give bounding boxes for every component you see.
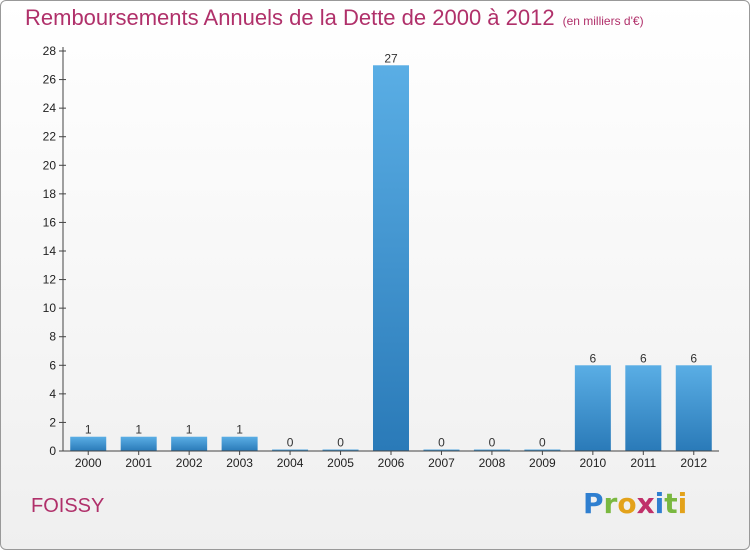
value-label-2009: 0 (539, 436, 546, 450)
value-label-2001: 1 (135, 423, 142, 437)
y-tick-label-2: 2 (49, 415, 56, 429)
x-tick-label-2008: 2008 (479, 456, 506, 470)
y-tick-label-28: 28 (43, 44, 57, 58)
title-unit: (en milliers d'€) (562, 14, 644, 28)
y-tick-label-22: 22 (43, 130, 57, 144)
x-tick-label-2001: 2001 (125, 456, 152, 470)
bar-2006 (373, 65, 409, 452)
value-label-2011: 6 (640, 351, 647, 365)
proxiti-logo: Proxiti (583, 487, 687, 520)
bar-2001 (120, 436, 157, 451)
bar-2000 (70, 436, 107, 451)
y-tick-label-26: 26 (43, 73, 57, 87)
x-tick-label-2005: 2005 (327, 456, 354, 470)
bar-2012 (675, 365, 712, 451)
logo-letter: o (617, 487, 637, 520)
x-tick-label-2002: 2002 (176, 456, 203, 470)
x-tick-label-2003: 2003 (226, 456, 253, 470)
y-tick-label-8: 8 (49, 330, 56, 344)
y-tick-label-24: 24 (43, 101, 57, 115)
y-tick-label-6: 6 (49, 358, 56, 372)
value-label-2002: 1 (186, 423, 193, 437)
x-tick-label-2012: 2012 (680, 456, 707, 470)
y-tick-label-10: 10 (43, 301, 57, 315)
value-label-2007: 0 (438, 436, 445, 450)
value-label-2010: 6 (590, 351, 597, 365)
y-tick-label-14: 14 (43, 244, 57, 258)
y-tick-label-0: 0 (49, 444, 56, 458)
y-tick-label-12: 12 (43, 273, 57, 287)
value-label-2008: 0 (489, 436, 496, 450)
y-tick-label-4: 4 (49, 387, 56, 401)
value-label-2000: 1 (85, 423, 92, 437)
value-label-2005: 0 (337, 436, 344, 450)
axes-group: 2000 2001 2002 2003 2004 2005 2006 2007 2008 2009… (43, 44, 719, 470)
y-tick-label-20: 20 (43, 158, 57, 172)
value-label-2004: 0 (287, 436, 294, 450)
chart-title: Remboursements Annuels de la Dette de 20… (25, 5, 644, 31)
bar-2003 (221, 436, 258, 451)
y-tick-label-18: 18 (43, 187, 57, 201)
bar-2010 (574, 365, 611, 451)
bars-group: 1 1 1 1 0 0 27 0 0 0 6 6 6 (70, 51, 712, 452)
logo-letter: r (603, 487, 618, 520)
bar-2011 (625, 365, 662, 451)
logo-letter: i (677, 487, 688, 520)
x-tick-label-2004: 2004 (277, 456, 304, 470)
bar-2002 (171, 436, 208, 451)
bar-2004 (272, 449, 309, 451)
value-label-2006: 27 (384, 51, 398, 65)
logo-letter: i (654, 487, 665, 520)
x-tick-label-2000: 2000 (75, 456, 102, 470)
title-text: Remboursements Annuels de la Dette de 20… (25, 5, 555, 30)
logo-letter: x (636, 487, 655, 520)
x-tick-label-2011: 2011 (630, 456, 656, 470)
value-label-2003: 1 (236, 423, 243, 437)
commune-name: FOISSY (31, 495, 105, 517)
logo-letter: P (583, 487, 604, 520)
x-tick-label-2009: 2009 (529, 456, 556, 470)
bar-2007 (423, 449, 460, 451)
logo-letter: t (664, 487, 678, 520)
x-tick-label-2010: 2010 (579, 456, 606, 470)
value-label-2012: 6 (690, 351, 697, 365)
x-tick-label-2007: 2007 (428, 456, 455, 470)
x-tick-label-2006: 2006 (378, 456, 405, 470)
bar-2008 (473, 449, 510, 451)
y-tick-label-16: 16 (43, 215, 57, 229)
bar-2005 (322, 449, 359, 451)
bar-2009 (524, 449, 561, 451)
